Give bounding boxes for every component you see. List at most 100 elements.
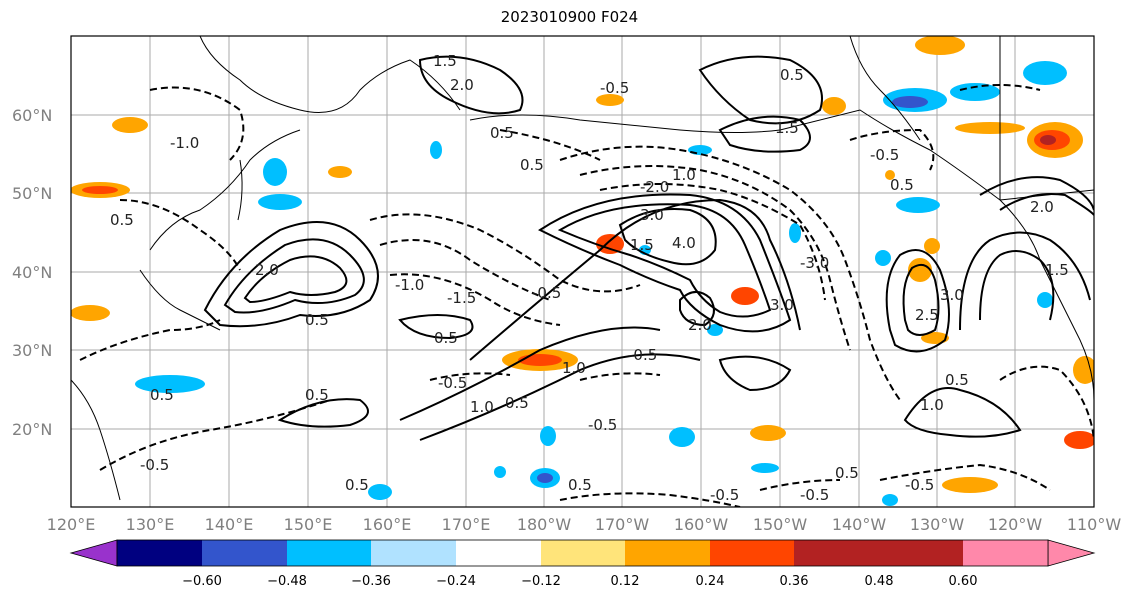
- contour-label: 1.5: [1045, 261, 1069, 279]
- contour-label: 1.0: [562, 359, 586, 377]
- contour-label: -0.5: [628, 346, 657, 364]
- contour-label: -0.5: [588, 416, 617, 434]
- contour-label: 0.5: [945, 371, 969, 389]
- contour-label: 4.0: [672, 234, 696, 252]
- contour-label: 0.5: [150, 386, 174, 404]
- contour-label: 1.0: [920, 396, 944, 414]
- colorbar-segment: [963, 540, 1048, 566]
- contour-label: -0.5: [600, 79, 629, 97]
- contour-label: 3.0: [940, 286, 964, 304]
- contour-label: 0.5: [110, 211, 134, 229]
- contour-label: -0.5: [140, 456, 169, 474]
- contour-label: 0.5: [505, 394, 529, 412]
- contour-label: 2.0: [255, 261, 279, 279]
- colorbar: −0.60 −0.48 −0.36 −0.24 −0.12 0.12 0.24 …: [69, 539, 1096, 589]
- latitude-labels: 20°N 30°N 40°N 50°N 60°N: [12, 106, 52, 439]
- colorbar-tick-label: 0.48: [865, 574, 894, 589]
- contour-label: 1.5: [630, 236, 654, 254]
- contour-label: -1.5: [447, 289, 476, 307]
- colorbar-extend-left: [69, 539, 118, 567]
- lat-label: 50°N: [12, 184, 52, 203]
- colorbar-segment: [710, 540, 794, 566]
- colorbar-segment: [541, 540, 625, 566]
- lon-label: 170°E: [442, 515, 491, 534]
- contour-label: 0.5: [345, 476, 369, 494]
- map-area: 1.5 2.0 0.5 -0.5 0.5 1.5 -1.0 0.5 0.5 2.…: [71, 36, 1094, 507]
- contour-label: -1.0: [170, 134, 199, 152]
- contour-label: 0.5: [890, 176, 914, 194]
- lon-label: 110°W: [1067, 515, 1122, 534]
- contour-label: -1.0: [395, 276, 424, 294]
- lat-label: 60°N: [12, 106, 52, 125]
- colorbar-segment: [456, 540, 541, 566]
- lon-label: 120°W: [988, 515, 1043, 534]
- contour-label: 2.0: [1030, 198, 1054, 216]
- contour-label: 3.0: [640, 206, 664, 224]
- contour-label: -0.5: [438, 374, 467, 392]
- contour-label: -0.5: [800, 486, 829, 504]
- lon-label: 120°E: [47, 515, 96, 534]
- contour-label: 1.0: [470, 398, 494, 416]
- contour-label: 0.5: [835, 464, 859, 482]
- colorbar-frame: [116, 539, 1049, 567]
- contour-label: -3.0: [800, 254, 829, 272]
- contour-label: -0.5: [905, 476, 934, 494]
- contour-label: 0.5: [305, 311, 329, 329]
- colorbar-tick-label: 0.12: [611, 574, 640, 589]
- colorbar-segment: [879, 540, 963, 566]
- contour-label: 0.5: [490, 124, 514, 142]
- contour-labels: 1.5 2.0 0.5 -0.5 0.5 1.5 -1.0 0.5 0.5 2.…: [110, 52, 1069, 504]
- colorbar-segment: [625, 540, 710, 566]
- contour-label: 1.5: [433, 52, 457, 70]
- lon-label: 140°E: [205, 515, 254, 534]
- colorbar-tick-label: −0.24: [436, 574, 476, 589]
- contour-label: 1.5: [775, 119, 799, 137]
- lat-label: 40°N: [12, 263, 52, 282]
- contour-label: 0.5: [305, 386, 329, 404]
- contour-label: -0.5: [532, 284, 561, 302]
- colorbar-segment: [371, 540, 456, 566]
- coastlines: [71, 36, 1094, 501]
- lon-label: 160°E: [363, 515, 412, 534]
- contour-label: 0.5: [520, 156, 544, 174]
- colorbar-segment: [202, 540, 287, 566]
- lon-label: 150°E: [284, 515, 333, 534]
- contour-label: 3.0: [770, 296, 794, 314]
- colorbar-tick-label: −0.48: [267, 574, 307, 589]
- map-title: 2023010900 F024: [500, 8, 639, 26]
- colorbar-tick-label: −0.60: [182, 574, 222, 589]
- colorbar-tick-label: 0.60: [949, 574, 978, 589]
- positive-contours: [203, 55, 1094, 441]
- lon-label: 130°W: [910, 515, 965, 534]
- lon-label: 130°E: [126, 515, 175, 534]
- shaded-anomalies: [71, 36, 1094, 506]
- colorbar-extend-right: [1047, 539, 1096, 567]
- lon-label: 140°W: [832, 515, 887, 534]
- colorbar-tick-label: −0.12: [521, 574, 561, 589]
- contour-label: 0.5: [568, 476, 592, 494]
- map-frame: [70, 35, 1095, 508]
- colorbar-tick-label: −0.36: [351, 574, 391, 589]
- lat-label: 20°N: [12, 420, 52, 439]
- lon-label: 150°W: [753, 515, 808, 534]
- colorbar-segment: [117, 540, 202, 566]
- contour-label: -0.5: [870, 146, 899, 164]
- contour-label: 1.0: [672, 166, 696, 184]
- colorbar-segment: [794, 540, 879, 566]
- contour-label: 0.5: [434, 329, 458, 347]
- lon-label: 180°W: [517, 515, 572, 534]
- contour-label: 0.5: [780, 66, 804, 84]
- lon-label: 170°W: [595, 515, 650, 534]
- colorbar-tick-label: 0.24: [696, 574, 725, 589]
- lon-label: 160°W: [674, 515, 729, 534]
- lat-label: 30°N: [12, 341, 52, 360]
- contour-label: -2.0: [640, 178, 669, 196]
- contour-label: 2.0: [450, 76, 474, 94]
- contour-label: 2.0: [688, 316, 712, 334]
- colorbar-segment: [287, 540, 371, 566]
- contour-label: 2.5: [915, 306, 939, 324]
- longitude-labels: 120°E 130°E 140°E 150°E 160°E 170°E 180°…: [47, 515, 1122, 534]
- negative-contours: [79, 84, 1094, 507]
- contour-label: -0.5: [710, 486, 739, 504]
